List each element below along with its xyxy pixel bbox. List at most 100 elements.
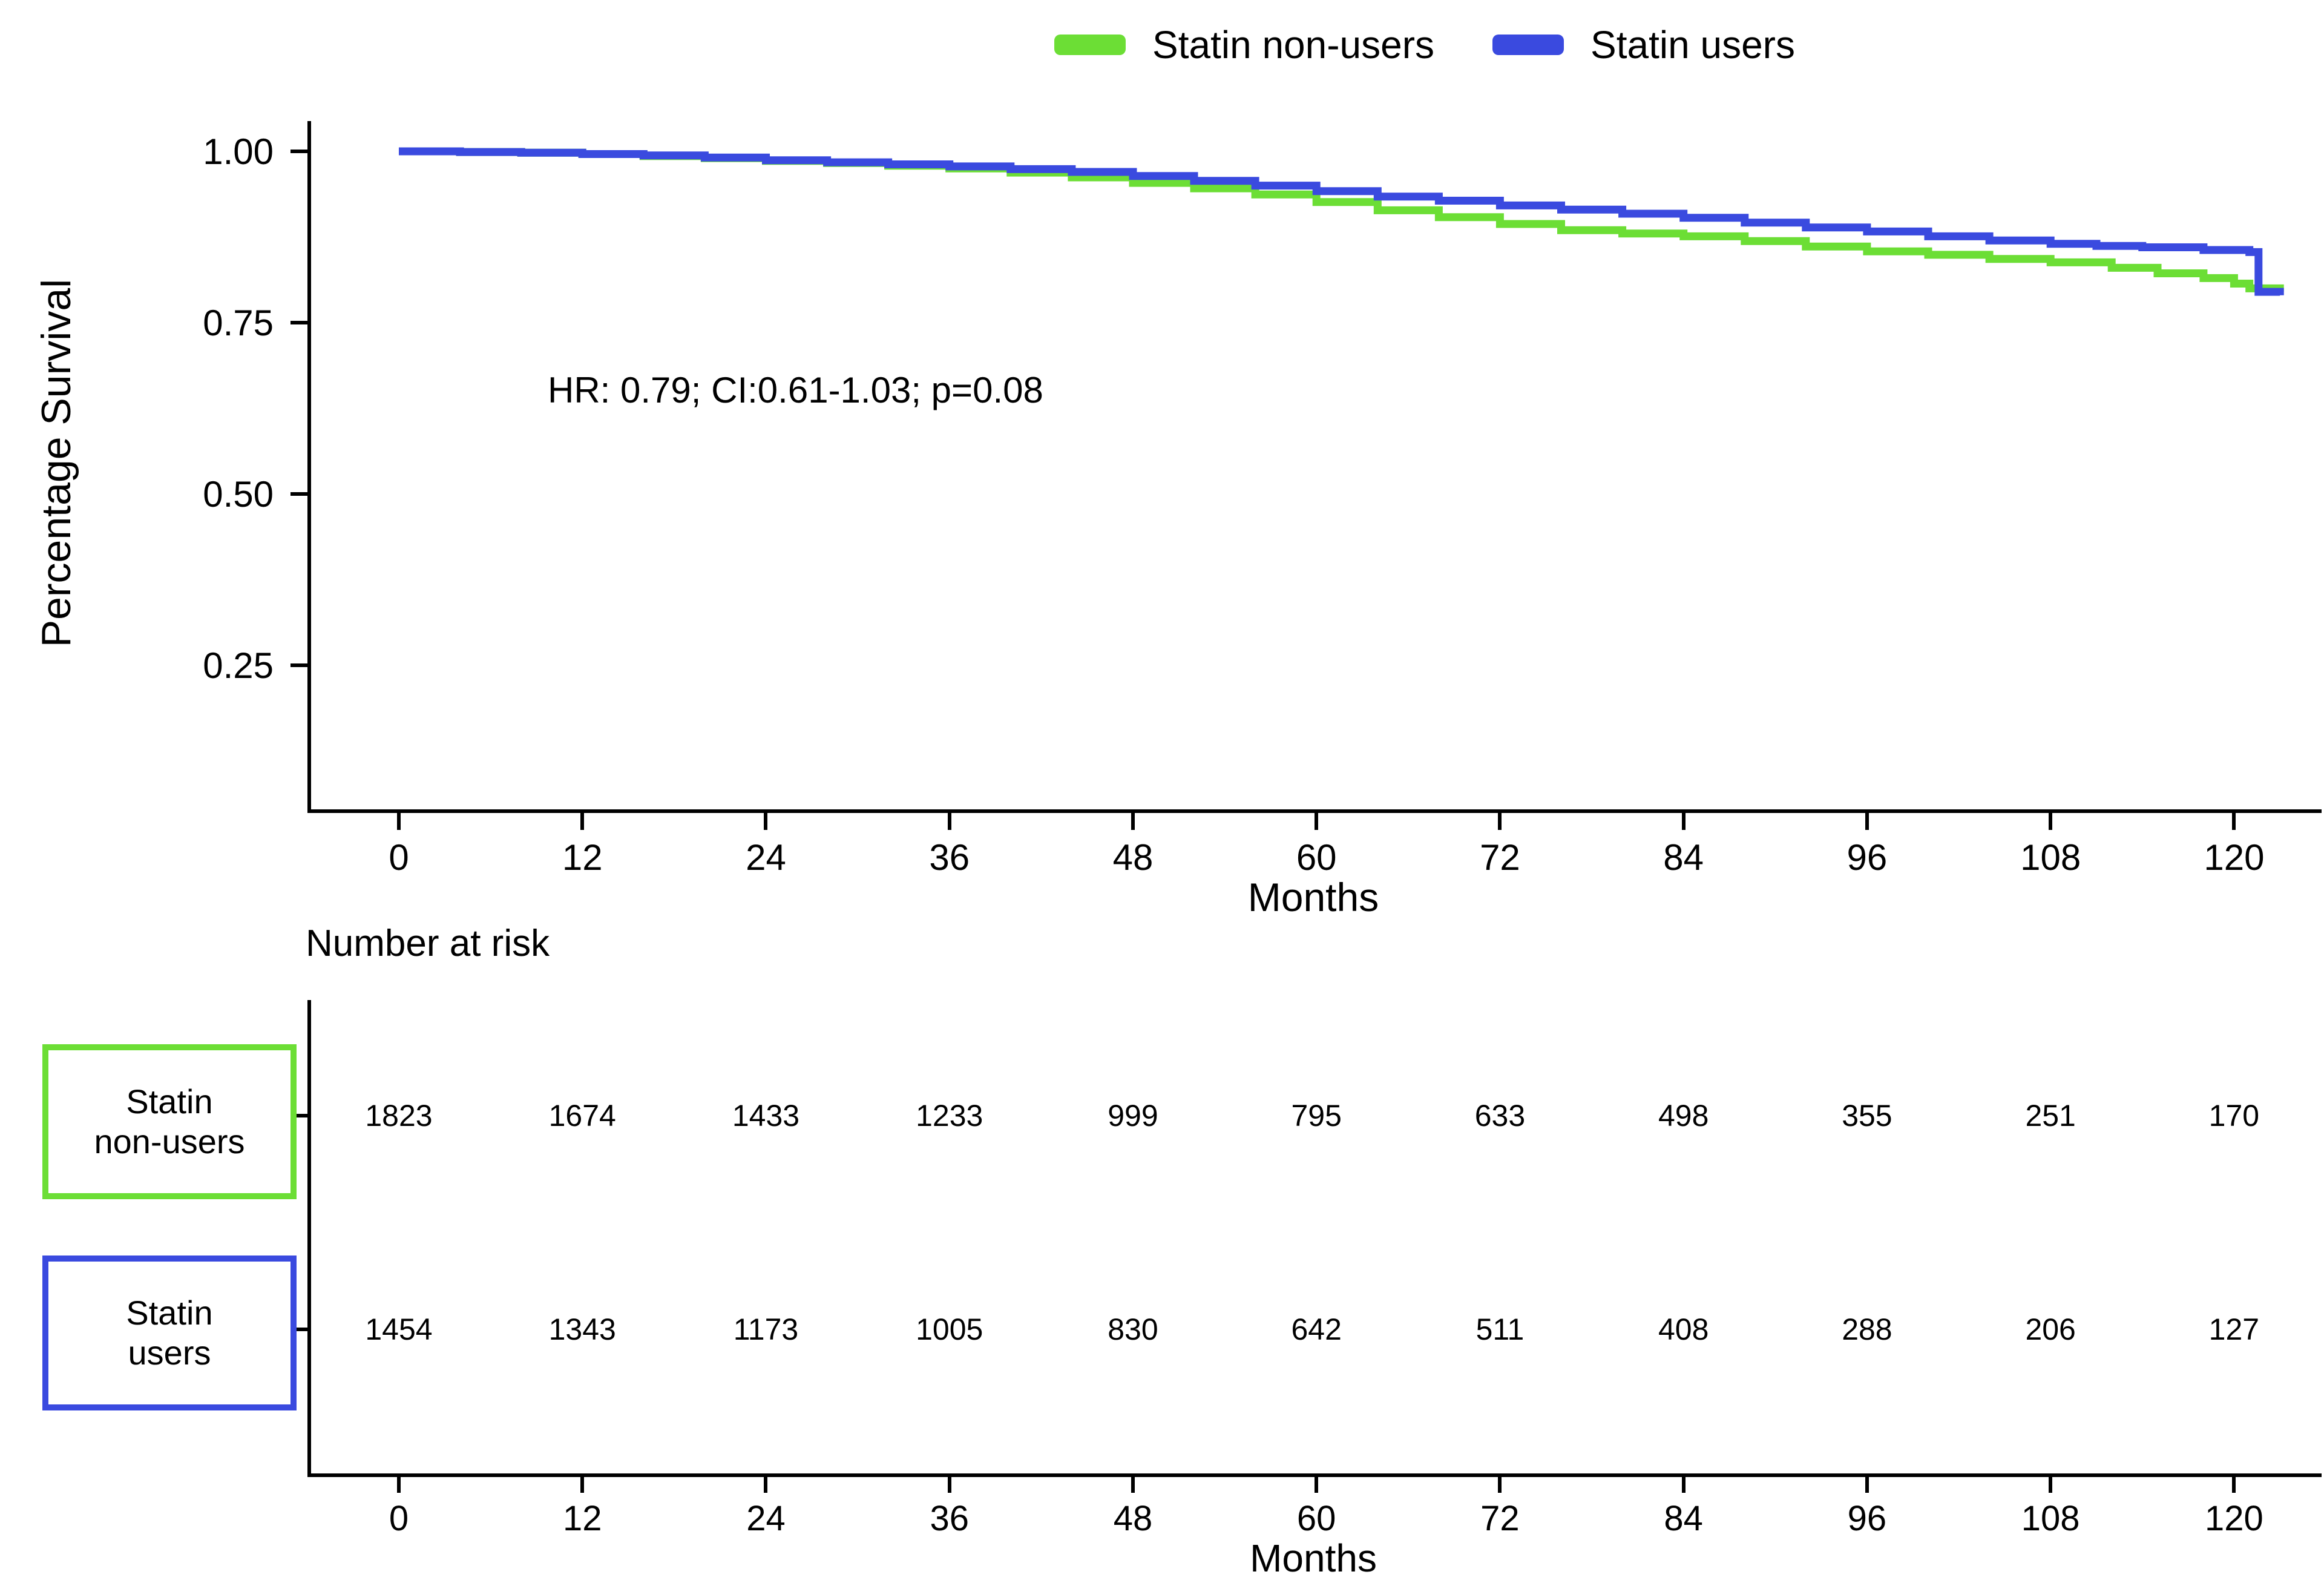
at-risk-count: 830 [1108, 1312, 1158, 1346]
y-tick-label: 0.50 [203, 474, 274, 515]
y-tick-label: 0.25 [203, 645, 274, 686]
at-risk-count: 633 [1474, 1099, 1526, 1133]
x-tick-label: 96 [1846, 837, 1888, 878]
y-tick-mark [290, 321, 307, 324]
legend-key-swatch [1492, 35, 1564, 55]
risk-x-tick-label: 60 [1296, 1499, 1336, 1538]
at-risk-count: 1433 [732, 1099, 800, 1133]
x-tick-mark [2049, 813, 2053, 830]
at-risk-count: 408 [1658, 1312, 1709, 1346]
x-tick-label: 48 [1112, 837, 1154, 878]
x-tick-label: 84 [1663, 837, 1704, 878]
risk-x-tick-mark [1865, 1477, 1869, 1493]
legend-item-label: Statin non-users [1152, 23, 1435, 67]
risk-x-tick-mark [2232, 1477, 2236, 1493]
at-risk-count: 251 [2025, 1099, 2076, 1133]
risk-row-tick-mark [290, 1114, 307, 1117]
at-risk-count: 1454 [365, 1312, 433, 1346]
at-risk-count: 511 [1475, 1312, 1525, 1346]
group-label-text: Statin [126, 1082, 213, 1121]
x-tick-mark [947, 813, 951, 830]
x-tick-mark [1865, 813, 1869, 830]
risk-row-tick-mark [290, 1328, 307, 1331]
legend-item-label: Statin users [1590, 23, 1795, 67]
hr-annotation: HR: 0.79; CI:0.61-1.03; p=0.08 [548, 370, 1043, 410]
x-tick-label: 120 [2204, 837, 2265, 878]
x-tick-mark [764, 813, 768, 830]
risk-x-axis-title: Months [1250, 1536, 1377, 1580]
x-tick-label: 60 [1296, 837, 1337, 878]
risk-x-tick-label: 0 [389, 1499, 409, 1538]
risk-x-tick-mark [2049, 1477, 2053, 1493]
y-tick-label: 1.00 [203, 131, 274, 172]
group-label-text: Statin [126, 1294, 213, 1332]
at-risk-count: 127 [2208, 1312, 2260, 1346]
at-risk-count: 206 [2025, 1312, 2076, 1346]
risk-x-tick-mark [947, 1477, 951, 1493]
risk-x-tick-label: 12 [562, 1499, 602, 1538]
at-risk-count: 999 [1108, 1099, 1158, 1133]
at-risk-count: 1233 [916, 1099, 983, 1133]
risk-x-tick-label: 72 [1480, 1499, 1520, 1538]
risk-x-tick-label: 36 [930, 1499, 969, 1538]
x-tick-mark [1315, 813, 1319, 830]
at-risk-count: 1343 [548, 1312, 616, 1346]
x-tick-mark [397, 813, 401, 830]
survival-curve [399, 147, 2284, 292]
group-label-text: users [128, 1334, 211, 1372]
at-risk-count: 170 [2208, 1099, 2260, 1133]
x-tick-label: 0 [389, 837, 409, 878]
x-tick-mark [1681, 813, 1686, 830]
y-tick-mark [290, 492, 307, 496]
x-tick-label: 12 [562, 837, 603, 878]
risk-x-tick-mark [1131, 1477, 1135, 1493]
at-risk-count: 1005 [916, 1312, 983, 1346]
at-risk-count: 498 [1658, 1099, 1709, 1133]
x-tick-mark [1131, 813, 1135, 830]
main-x-axis-title: Months [1247, 875, 1379, 920]
legend-item: Statin non-users [1054, 23, 1434, 67]
legend-key-swatch [1054, 35, 1126, 55]
at-risk-count: 1823 [365, 1099, 433, 1133]
risk-x-tick-label: 120 [2205, 1499, 2263, 1538]
y-tick-mark [290, 663, 307, 667]
y-tick-mark [290, 150, 307, 153]
at-risk-count: 1674 [548, 1099, 616, 1133]
at-risk-count: 795 [1291, 1099, 1342, 1133]
risk-x-tick-mark [1498, 1477, 1502, 1493]
survival-curve [399, 147, 2284, 296]
risk-y-axis-line [307, 1000, 311, 1477]
at-risk-count: 642 [1291, 1312, 1342, 1346]
risk-x-tick-mark [764, 1477, 768, 1493]
x-tick-label: 108 [2020, 837, 2081, 878]
y-tick-label: 0.75 [203, 303, 274, 343]
legend: Statin non-users Statin users [1054, 23, 1795, 67]
risk-x-tick-label: 24 [746, 1499, 786, 1538]
x-tick-mark [1498, 813, 1502, 830]
risk-x-tick-label: 84 [1664, 1499, 1703, 1538]
x-tick-label: 24 [746, 837, 786, 878]
risk-x-tick-mark [397, 1477, 401, 1493]
risk-x-tick-mark [580, 1477, 585, 1493]
group-label-text: non-users [94, 1122, 245, 1160]
at-risk-count: 288 [1842, 1312, 1892, 1346]
risk-x-tick-mark [1681, 1477, 1686, 1493]
x-tick-mark [2232, 813, 2236, 830]
at-risk-count: 1173 [733, 1312, 799, 1346]
main-x-axis-line [307, 809, 2322, 813]
at-risk-count: 355 [1842, 1099, 1892, 1133]
group-label-box: Statin non-users [42, 1044, 297, 1199]
risk-x-tick-label: 48 [1113, 1499, 1153, 1538]
legend-item: Statin users [1492, 23, 1795, 67]
group-label-box: Statin users [42, 1256, 297, 1410]
number-at-risk-title: Number at risk [306, 923, 550, 964]
x-tick-label: 36 [929, 837, 970, 878]
x-tick-mark [580, 813, 585, 830]
risk-x-axis-line [307, 1473, 2322, 1477]
x-tick-label: 72 [1480, 837, 1520, 878]
risk-x-tick-label: 108 [2021, 1499, 2080, 1538]
risk-x-tick-mark [1315, 1477, 1319, 1493]
main-y-axis-line [307, 121, 311, 813]
